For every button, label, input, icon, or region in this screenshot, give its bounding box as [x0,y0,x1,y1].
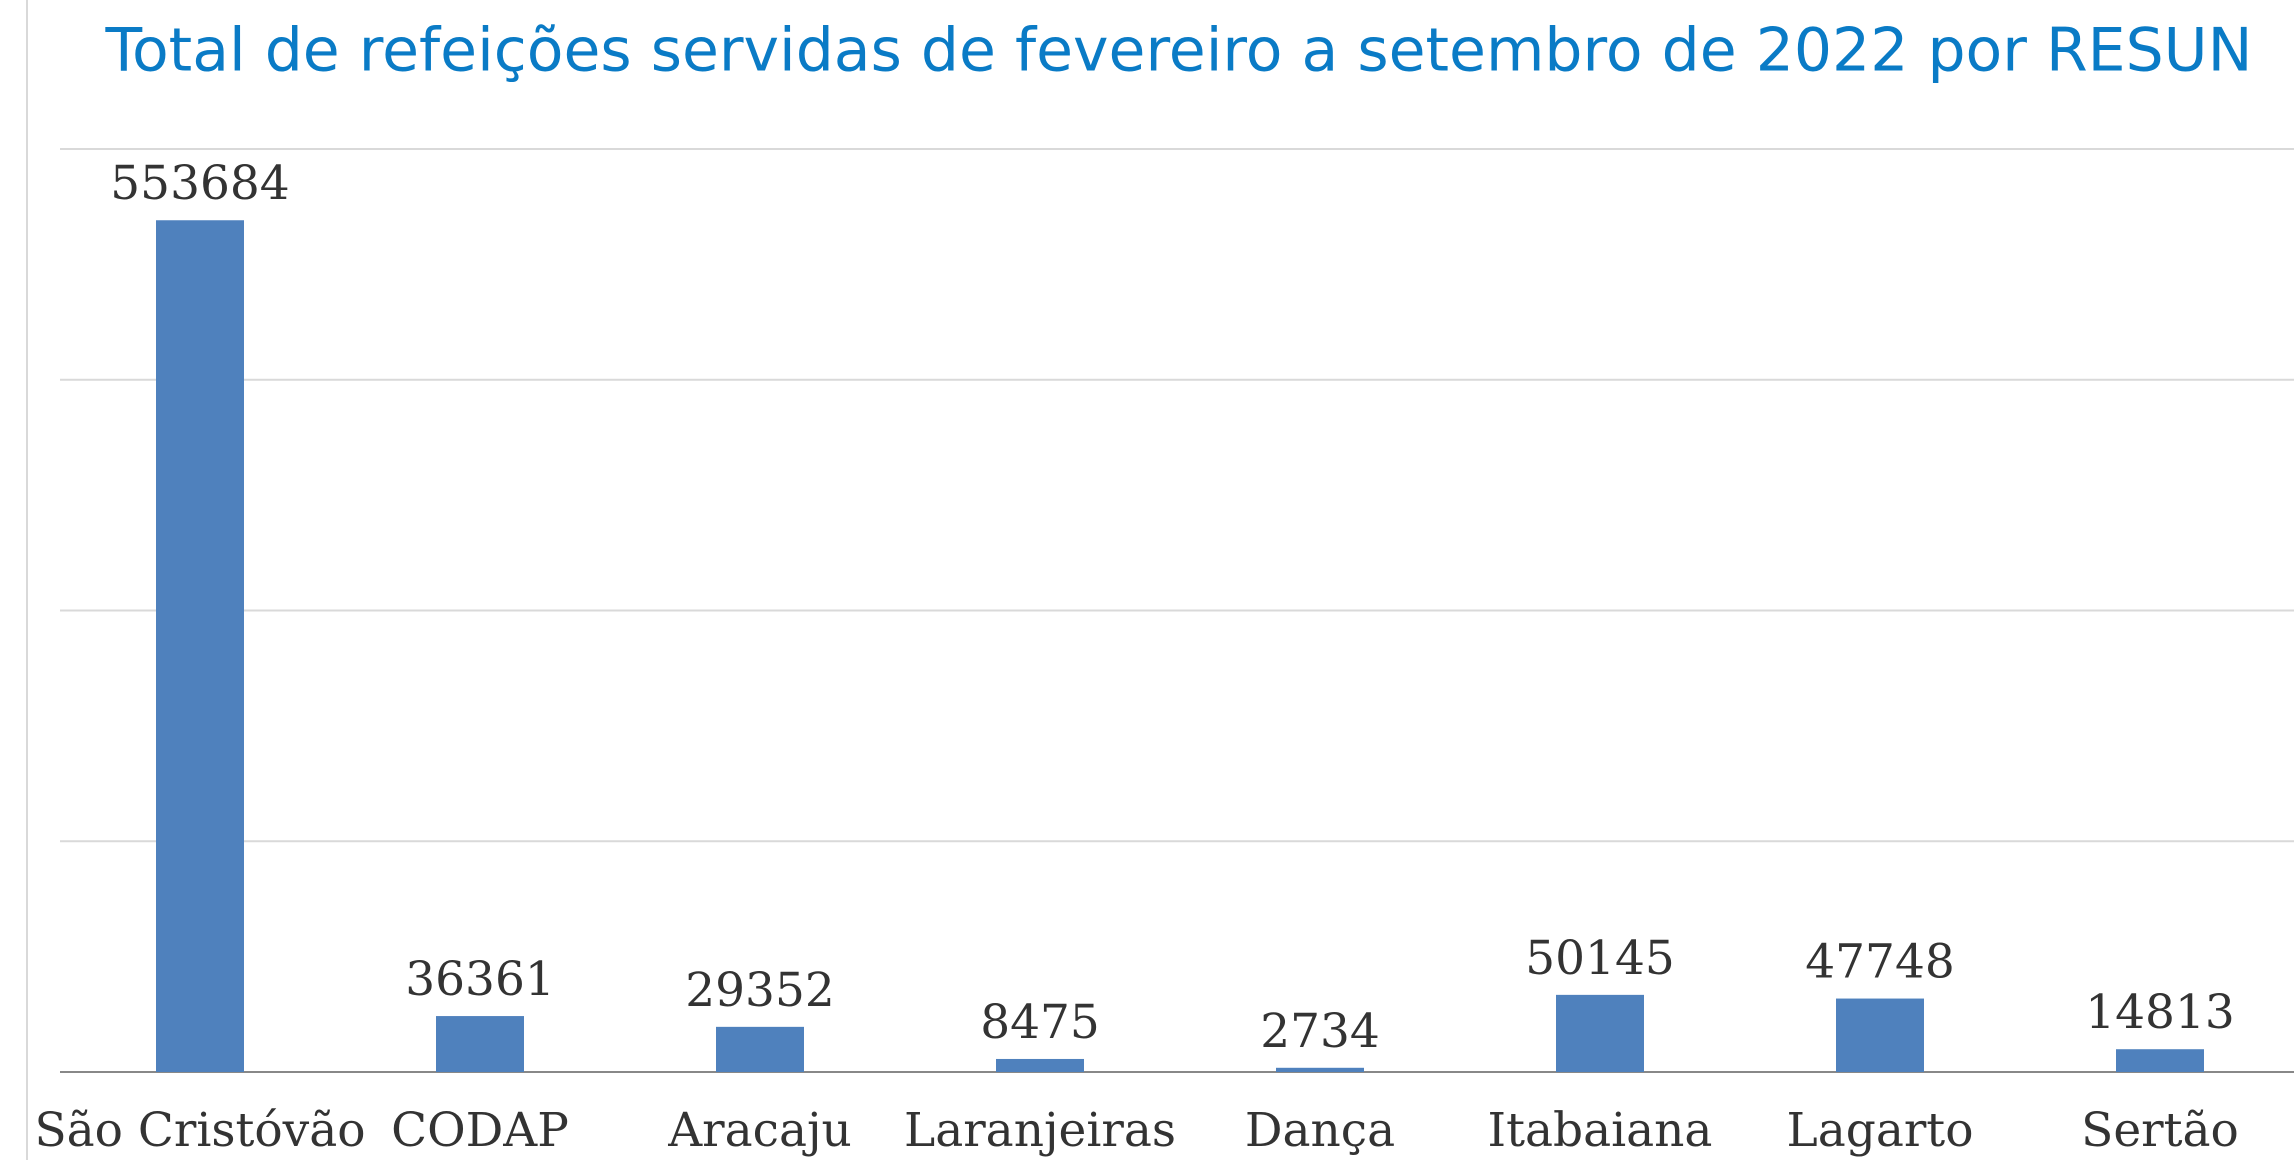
x-tick-label: Lagarto [1787,1103,1974,1158]
x-tick-label: Dança [1245,1103,1395,1158]
chart-title: Total de refeições servidas de fevereiro… [105,16,2253,86]
x-tick-label: Itabaiana [1488,1103,1713,1158]
data-label: 36361 [405,952,555,1007]
data-label: 553684 [110,156,289,211]
x-tick-label: São Cristóvão [34,1103,365,1158]
bar [716,1026,804,1072]
bar [1556,994,1644,1072]
data-label: 2734 [1260,1004,1380,1059]
x-tick-label: Laranjeiras [904,1103,1176,1158]
bar [996,1058,1084,1072]
data-label: 29352 [685,963,835,1018]
bar [156,220,244,1072]
bar [436,1016,524,1072]
data-label: 8475 [980,995,1100,1050]
bar [2116,1049,2204,1072]
data-label: 47748 [1805,935,1955,990]
x-tick-label: CODAP [391,1103,569,1158]
x-tick-label: Aracaju [667,1103,852,1158]
data-label: 50145 [1525,931,1675,986]
bar [1836,998,1924,1072]
data-label: 14813 [2085,985,2235,1040]
bar [1276,1067,1364,1072]
x-tick-label: Sertão [2081,1103,2239,1158]
